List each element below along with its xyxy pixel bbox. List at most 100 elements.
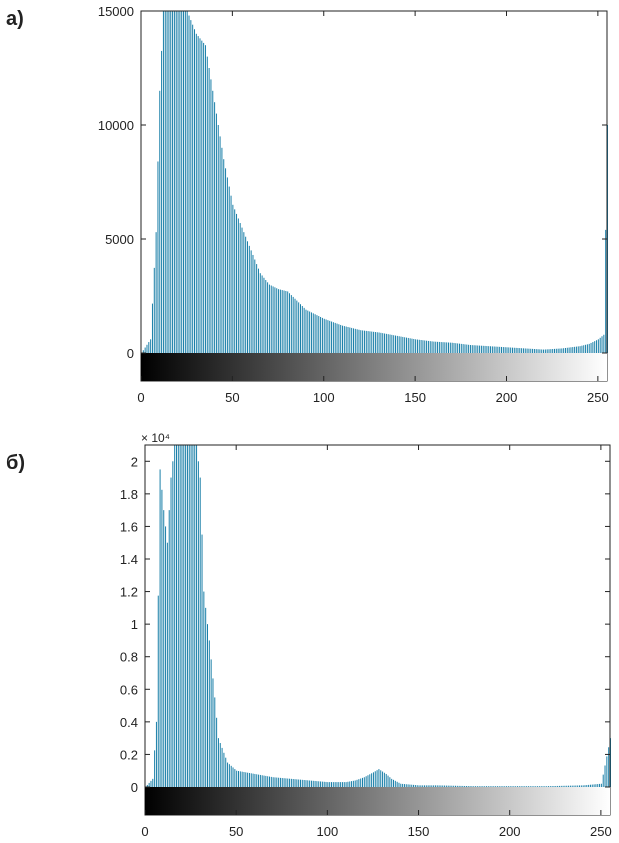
histogram-bar [340,324,342,353]
histogram-bar [522,348,524,353]
histogram-bar [283,290,285,353]
histogram-bar [517,786,518,787]
histogram-bar [265,280,267,353]
histogram-bar [531,786,533,787]
histogram-bar [574,346,576,353]
histogram-bar [407,784,409,787]
histogram-bar [606,756,608,787]
histogram-bar [493,786,495,787]
histogram-bar [258,774,260,787]
histogram-bar [259,774,261,787]
histogram-bar [274,287,276,353]
histogram-bar [506,347,508,353]
histogram-bar [482,786,484,787]
histogram-bar [181,11,183,353]
histogram-bar [212,90,214,354]
histogram-bar [194,29,195,354]
histogram-bar [161,50,163,354]
histogram-bar [279,777,281,787]
histogram-bar [577,346,579,353]
histogram-bar [144,347,146,353]
histogram-bar [219,136,221,353]
histogram-bar [539,349,541,353]
histogram-bar [310,312,312,353]
histogram-bar [250,250,252,353]
histogram-bars-b [146,445,611,787]
histogram-bar [498,786,500,787]
histogram-bar [362,777,363,787]
histogram-bar [427,340,429,353]
histogram-bar [323,781,325,787]
histogram-bar [197,461,199,787]
histogram-bar [367,331,369,353]
histogram-bar [420,340,422,353]
histogram-bar [473,345,475,353]
histogram-bar [261,775,263,787]
histogram-bar [345,326,347,353]
histogram-bar [491,786,493,787]
histogram-bar [460,785,462,787]
histogram-bar [404,337,406,353]
histogram-bar [422,785,424,787]
histogram-bar [352,328,354,353]
histogram-bar [146,784,148,787]
histogram-bar [365,776,367,787]
histogram-bar [166,11,168,353]
histogram-bar [164,11,166,353]
histogram-bar [451,785,453,787]
histogram-bar [162,11,164,353]
histogram-bar [540,786,542,787]
histogram-bar [532,348,534,353]
histogram-bar [486,346,488,353]
histogram-bar [602,774,604,787]
histogram-bar [433,785,435,787]
histogram-bar [203,42,205,354]
histogram-bar [192,24,194,354]
histogram-bar [321,781,323,787]
histogram-bar [413,784,415,787]
histogram-bar [263,775,265,787]
histogram-bar [509,786,511,787]
y-tick-label: 1.4 [120,552,138,567]
x-tick-label: 250 [587,390,609,405]
histogram-bar [314,780,316,787]
histogram-bar [490,346,492,353]
histogram-bar [263,277,265,353]
histogram-bar [153,267,155,353]
histogram-bar [177,11,179,353]
histogram-bar [590,342,592,353]
histogram-bar [478,786,480,787]
histogram-bar [458,785,460,787]
histogram-bar [204,45,206,353]
histogram-bar [223,752,225,787]
histogram-bar [248,245,250,353]
histogram-bar [596,340,598,353]
histogram-bar [437,341,439,353]
histogram-bar [270,285,272,353]
histogram-bar [336,323,338,353]
y-tick-label: 1 [131,617,138,632]
histogram-bar [560,785,562,787]
histogram-bar [402,783,404,787]
histogram-bar [497,346,499,353]
y-tick-label: 0.6 [120,682,138,697]
histogram-bar [338,324,340,353]
grayscale-colorbar-b [145,787,610,815]
histogram-bar [568,785,570,787]
histogram-bar [471,786,473,787]
histogram-bar [331,321,333,353]
histogram-bar [533,786,535,787]
histogram-bar [279,289,281,353]
histogram-bar [431,785,433,787]
histogram-bar [524,786,526,787]
histogram-bar [398,782,400,787]
histogram-bar [549,786,551,787]
histogram-bar [517,347,519,353]
histogram-bar [367,775,369,787]
histogram-bar [245,236,247,353]
histogram-bar [261,275,263,353]
histogram-bar [325,319,327,353]
histogram-bar [378,332,380,353]
histogram-bar [352,780,354,787]
histogram-bar [207,624,208,787]
